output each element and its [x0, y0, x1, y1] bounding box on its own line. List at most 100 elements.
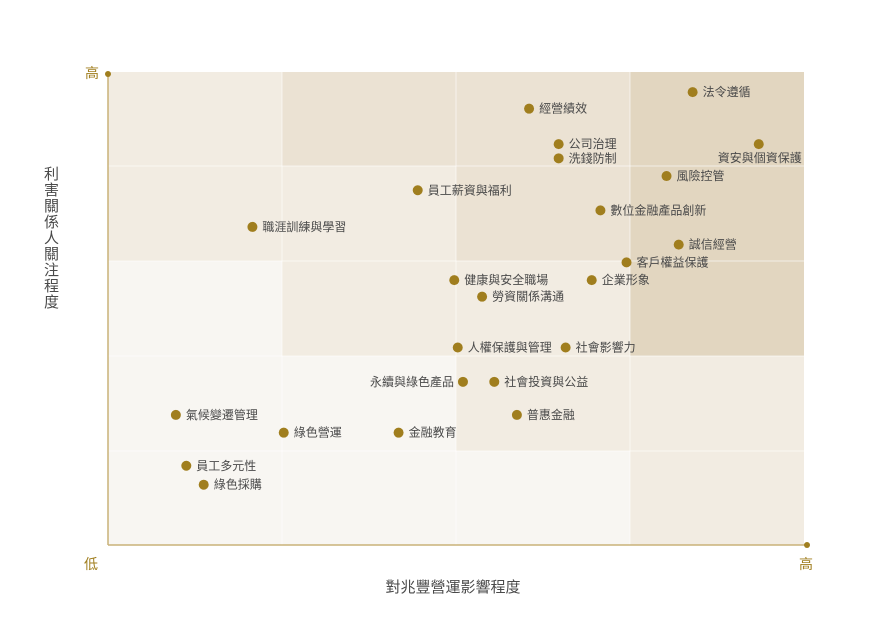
data-point [553, 139, 564, 150]
matrix-cell [456, 72, 630, 166]
matrix-cell [456, 261, 630, 356]
data-point-group: 社會投資與公益 [489, 374, 588, 389]
data-point [247, 221, 258, 232]
data-point-label: 健康與安全職場 [464, 272, 548, 287]
data-point-label: 社會影響力 [576, 340, 636, 355]
data-point-label: 客戶權益保護 [637, 254, 709, 269]
data-point-group: 數位金融產品創新 [595, 202, 706, 217]
data-point-group: 永續與綠色產品 [370, 374, 468, 389]
matrix-background-cells [108, 72, 804, 545]
matrix-cell [630, 261, 804, 356]
data-point-group: 人權保護與管理 [452, 340, 552, 355]
data-point [595, 205, 606, 216]
data-point-group: 公司治理 [553, 137, 617, 151]
data-point-group: 普惠金融 [511, 407, 575, 422]
matrix-cell [630, 451, 804, 545]
matrix-cell [282, 356, 456, 451]
matrix-cell [456, 451, 630, 545]
data-point [170, 409, 181, 420]
data-point-label: 綠色營運 [294, 426, 342, 440]
x-axis-title: 對兆豐營運影響程度 [385, 578, 520, 596]
x-axis-high-label: 高 [799, 556, 813, 573]
data-point-group: 金融教育 [393, 425, 457, 440]
data-point [452, 342, 463, 353]
data-point-label: 普惠金融 [527, 407, 575, 422]
data-point [489, 376, 500, 387]
data-point [477, 291, 488, 302]
y-axis-high-label: 高 [85, 65, 99, 82]
matrix-cell [282, 72, 456, 166]
chart-axes [105, 71, 810, 548]
matrix-cell [108, 356, 282, 451]
data-point-group: 法令遵循 [687, 84, 751, 99]
x-axis-end-dot [804, 542, 810, 548]
y-axis-end-dot [105, 71, 111, 77]
data-point-group: 健康與安全職場 [449, 272, 548, 287]
matrix-cell [108, 261, 282, 356]
data-point [412, 185, 423, 196]
data-point [449, 275, 460, 286]
data-point [753, 139, 764, 150]
data-point-group: 資安與個資保護 [718, 139, 802, 165]
data-point-group: 誠信經營 [673, 238, 737, 252]
data-point-group: 風險控管 [661, 168, 725, 183]
data-point [511, 409, 522, 420]
matrix-cell [108, 166, 282, 261]
matrix-cell [282, 261, 456, 356]
data-point-label: 經營績效 [539, 101, 587, 116]
data-point-label: 風險控管 [677, 168, 725, 183]
data-point-label: 人權保護與管理 [468, 340, 552, 355]
data-point-label: 勞資關係溝通 [492, 290, 564, 304]
data-point [524, 103, 535, 114]
data-point-group: 企業形象 [586, 272, 650, 287]
data-point [621, 257, 632, 268]
matrix-cell [630, 166, 804, 261]
data-point-label: 洗錢防制 [569, 150, 617, 165]
data-point-group: 綠色採購 [198, 478, 262, 492]
data-point-group: 社會影響力 [560, 340, 636, 355]
data-point-label: 誠信經營 [689, 238, 737, 252]
data-point-label: 社會投資與公益 [504, 374, 588, 389]
data-point-label: 綠色採購 [214, 478, 262, 492]
y-axis-title: 利害關係人關注程度 [42, 166, 60, 310]
data-point [673, 239, 684, 250]
data-point-label: 數位金融產品創新 [610, 202, 706, 217]
data-point-label: 資安與個資保護 [718, 150, 802, 165]
matrix-cell [282, 166, 456, 261]
data-point-group: 員工多元性 [181, 459, 256, 473]
data-point [278, 427, 289, 438]
data-point-label: 永續與綠色產品 [370, 374, 454, 389]
data-point [198, 479, 209, 490]
data-point-group: 綠色營運 [278, 426, 342, 440]
data-point [393, 427, 404, 438]
matrix-cell [630, 72, 804, 166]
data-point-label: 氣候變遷管理 [186, 407, 258, 422]
data-point [181, 460, 192, 471]
data-point [457, 376, 468, 387]
matrix-cell [108, 72, 282, 166]
data-point-label: 公司治理 [569, 137, 617, 151]
data-point-group: 員工薪資與福利 [412, 182, 512, 197]
data-point-label: 員工多元性 [196, 459, 256, 473]
data-point [560, 342, 571, 353]
data-point-group: 勞資關係溝通 [477, 290, 564, 304]
data-point-label: 金融教育 [409, 425, 457, 440]
data-point-group: 經營績效 [524, 101, 587, 116]
data-point-group: 客戶權益保護 [621, 254, 709, 269]
x-axis-low-label: 低 [84, 557, 98, 573]
data-point [661, 171, 672, 182]
matrix-cell [282, 451, 456, 545]
data-point-group: 職涯訓練與學習 [247, 219, 346, 234]
data-point-label: 員工薪資與福利 [428, 182, 512, 197]
matrix-cell [456, 356, 630, 451]
data-point-label: 企業形象 [602, 272, 650, 287]
data-point-group: 洗錢防制 [553, 150, 617, 165]
data-point [687, 87, 698, 98]
data-point-label: 法令遵循 [703, 84, 751, 99]
data-point-group: 氣候變遷管理 [170, 407, 258, 422]
data-point [553, 153, 564, 164]
data-point-label: 職涯訓練與學習 [262, 219, 346, 234]
matrix-cell [630, 356, 804, 451]
